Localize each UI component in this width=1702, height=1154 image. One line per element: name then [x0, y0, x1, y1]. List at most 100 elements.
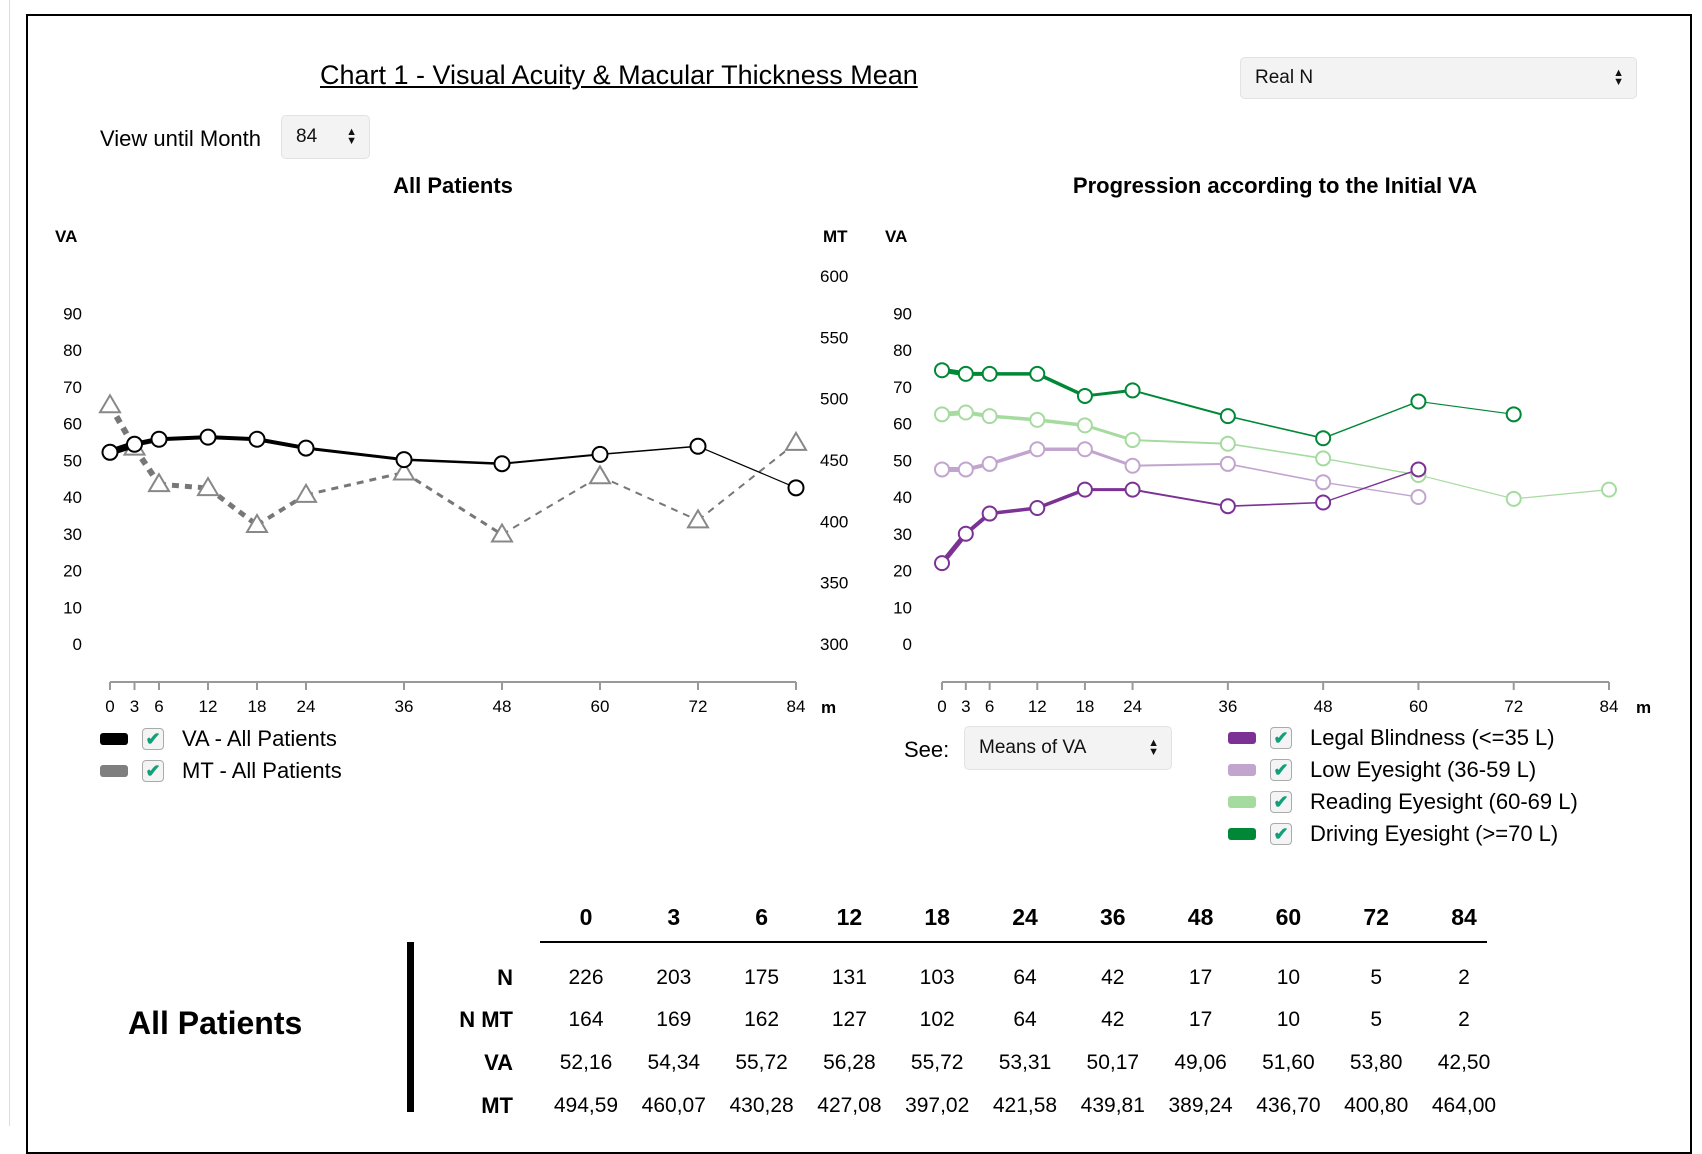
- va-line-segment: [501, 453, 601, 465]
- table-cell: 17: [1188, 966, 1213, 989]
- x-tick-label: 6: [985, 697, 994, 716]
- checkbox-checked-icon[interactable]: ✔: [1270, 759, 1292, 781]
- series-point: [1124, 457, 1141, 474]
- n-select[interactable]: Real N ▲ ▼: [1240, 57, 1637, 99]
- table-column-header: 84: [1451, 904, 1477, 930]
- table-column-header: 24: [1012, 904, 1038, 930]
- table-cell: 430,28: [729, 1094, 794, 1117]
- table-cell: 494,59: [553, 1094, 619, 1117]
- mt-line-segment: [599, 475, 699, 522]
- mt-point: [784, 430, 808, 451]
- mt-point: [686, 508, 710, 529]
- series-line-segment: [1417, 400, 1515, 415]
- legend-item-legal-blindness[interactable]: ✔ Legal Blindness (<=35 L): [1228, 723, 1555, 753]
- table-cell: 55,72: [910, 1051, 964, 1074]
- x-tick-label: 12: [199, 697, 218, 716]
- table-row-header: MT: [481, 1093, 513, 1118]
- series-point: [1124, 382, 1141, 399]
- table-cell: 389,24: [1168, 1094, 1233, 1117]
- va-line-segment: [599, 445, 699, 456]
- mt-line-segment: [403, 471, 503, 536]
- series-point: [1219, 455, 1236, 472]
- table-cell: 17: [1188, 1008, 1213, 1031]
- y-tick-label: 10: [63, 598, 82, 617]
- series-line-segment: [1227, 415, 1324, 440]
- series-point: [1315, 494, 1332, 511]
- series-point: [1076, 387, 1093, 404]
- month-select[interactable]: 84 ▲ ▼: [281, 115, 370, 159]
- series-point: [1505, 490, 1522, 507]
- y-tick-label: 0: [73, 635, 82, 654]
- x-tick-label: 60: [1409, 697, 1428, 716]
- series-point: [1315, 430, 1332, 447]
- series-point: [1505, 406, 1522, 423]
- checkbox-checked-icon[interactable]: ✔: [1270, 823, 1292, 845]
- va-point: [787, 479, 805, 497]
- series-point: [1029, 441, 1046, 458]
- table-title: All Patients: [128, 1005, 303, 1041]
- legend-item-va-all[interactable]: ✔ VA - All Patients: [100, 724, 337, 754]
- x-tick-label: 84: [787, 697, 806, 716]
- y-tick-label: 70: [63, 378, 82, 397]
- table-cell: 42: [1101, 966, 1125, 989]
- table-cell: 464,00: [1431, 1094, 1497, 1117]
- x-tick-label: 48: [1314, 697, 1333, 716]
- legend-item-reading-eyesight[interactable]: ✔ Reading Eyesight (60-69 L): [1228, 787, 1578, 817]
- table-cell: 436,70: [1256, 1094, 1321, 1117]
- table-cell: 50,17: [1086, 1051, 1140, 1074]
- checkbox-checked-icon[interactable]: ✔: [1270, 791, 1292, 813]
- month-select-label: View until Month: [100, 126, 262, 151]
- table-cell: 42,50: [1437, 1051, 1491, 1074]
- x-tick-label: 0: [105, 697, 114, 716]
- table-cell: 54,34: [647, 1051, 701, 1074]
- table-cell: 203: [656, 966, 692, 989]
- series-point: [981, 505, 998, 522]
- table-cell: 56,28: [823, 1051, 876, 1074]
- x-tick-label: 12: [1028, 697, 1047, 716]
- x-tick-label: 24: [1123, 697, 1142, 716]
- x-tick-label: 24: [297, 697, 316, 716]
- series-line-segment: [1131, 462, 1229, 467]
- checkbox-checked-icon[interactable]: ✔: [142, 760, 164, 782]
- table-cell: 397,02: [905, 1094, 970, 1117]
- series-line-segment: [987, 447, 1040, 466]
- table-header-rule: [540, 941, 1487, 943]
- mt-line-segment: [255, 493, 308, 527]
- table-cell: 52,16: [559, 1051, 613, 1074]
- table-cell: 226: [568, 966, 604, 989]
- x-tick-label: 48: [493, 697, 512, 716]
- y-tick-label: 20: [893, 562, 912, 581]
- table-row-header: N: [497, 965, 513, 990]
- table-cell: 164: [568, 1008, 604, 1031]
- series-point: [981, 408, 998, 425]
- legend-label: MT - All Patients: [182, 758, 342, 783]
- x-tick-label: 18: [1075, 697, 1094, 716]
- table-row-header: N MT: [459, 1007, 513, 1032]
- series-line-segment: [1227, 463, 1324, 484]
- x-tick-label: 60: [591, 697, 610, 716]
- series-point: [1029, 365, 1046, 382]
- series-point: [1076, 481, 1093, 498]
- y-tick-label: 30: [893, 525, 912, 544]
- page-left-rule: [9, 0, 10, 1126]
- checkbox-checked-icon[interactable]: ✔: [1270, 727, 1292, 749]
- checkbox-checked-icon[interactable]: ✔: [142, 728, 164, 750]
- see-select[interactable]: Means of VA ▲ ▼: [964, 726, 1172, 770]
- mt-line-segment: [158, 481, 209, 491]
- series-point: [1076, 441, 1093, 458]
- series-point: [1410, 393, 1427, 410]
- va-point: [126, 435, 143, 453]
- legend-item-driving-eyesight[interactable]: ✔ Driving Eyesight (>=70 L): [1228, 819, 1558, 849]
- y-tick-label: 70: [893, 378, 912, 397]
- legend-item-mt-all[interactable]: ✔ MT - All Patients: [100, 756, 342, 786]
- table-column-header: 60: [1275, 904, 1302, 930]
- series-point: [1076, 417, 1093, 434]
- legend-swatch: [1228, 732, 1256, 744]
- table-column-header: 12: [836, 904, 863, 930]
- table-cell: 49,06: [1174, 1051, 1227, 1074]
- mt-point: [588, 464, 612, 485]
- legend-item-low-eyesight[interactable]: ✔ Low Eyesight (36-59 L): [1228, 755, 1536, 785]
- table-cell: 162: [744, 1008, 780, 1031]
- series-point: [1219, 435, 1236, 452]
